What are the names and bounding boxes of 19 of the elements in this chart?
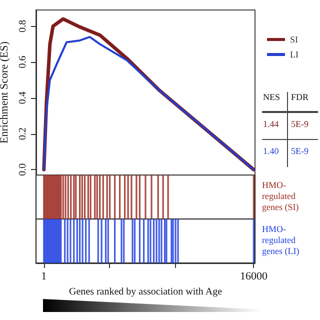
legend-label: SI xyxy=(290,34,298,44)
y-tick-label: 0.6 xyxy=(18,56,28,68)
text: NES xyxy=(263,92,280,102)
x-tick-label: 1 xyxy=(41,270,47,282)
y-axis-title: Enrichment Score (ES) xyxy=(0,41,11,144)
x-tick-label: 16000 xyxy=(240,270,268,282)
y-tick-label: 0.8 xyxy=(18,20,28,32)
x-axis-title: Genes ranked by association with Age xyxy=(68,286,223,298)
series-label: HMO-regulated genes (LI) xyxy=(262,224,300,257)
text: FDR xyxy=(291,92,309,102)
legend-label: LI xyxy=(290,50,298,60)
text: 5E-9 xyxy=(291,146,308,156)
y-tick-label: 0.2 xyxy=(18,128,28,140)
text: 1.44 xyxy=(263,119,279,129)
series-label: HMO-regulated genes (SI) xyxy=(262,180,300,213)
text: 1.40 xyxy=(263,146,279,156)
y-tick-label: 0.4 xyxy=(18,92,28,104)
y-tick-label: 0.0 xyxy=(18,163,28,176)
text: 5E-9 xyxy=(291,119,308,129)
